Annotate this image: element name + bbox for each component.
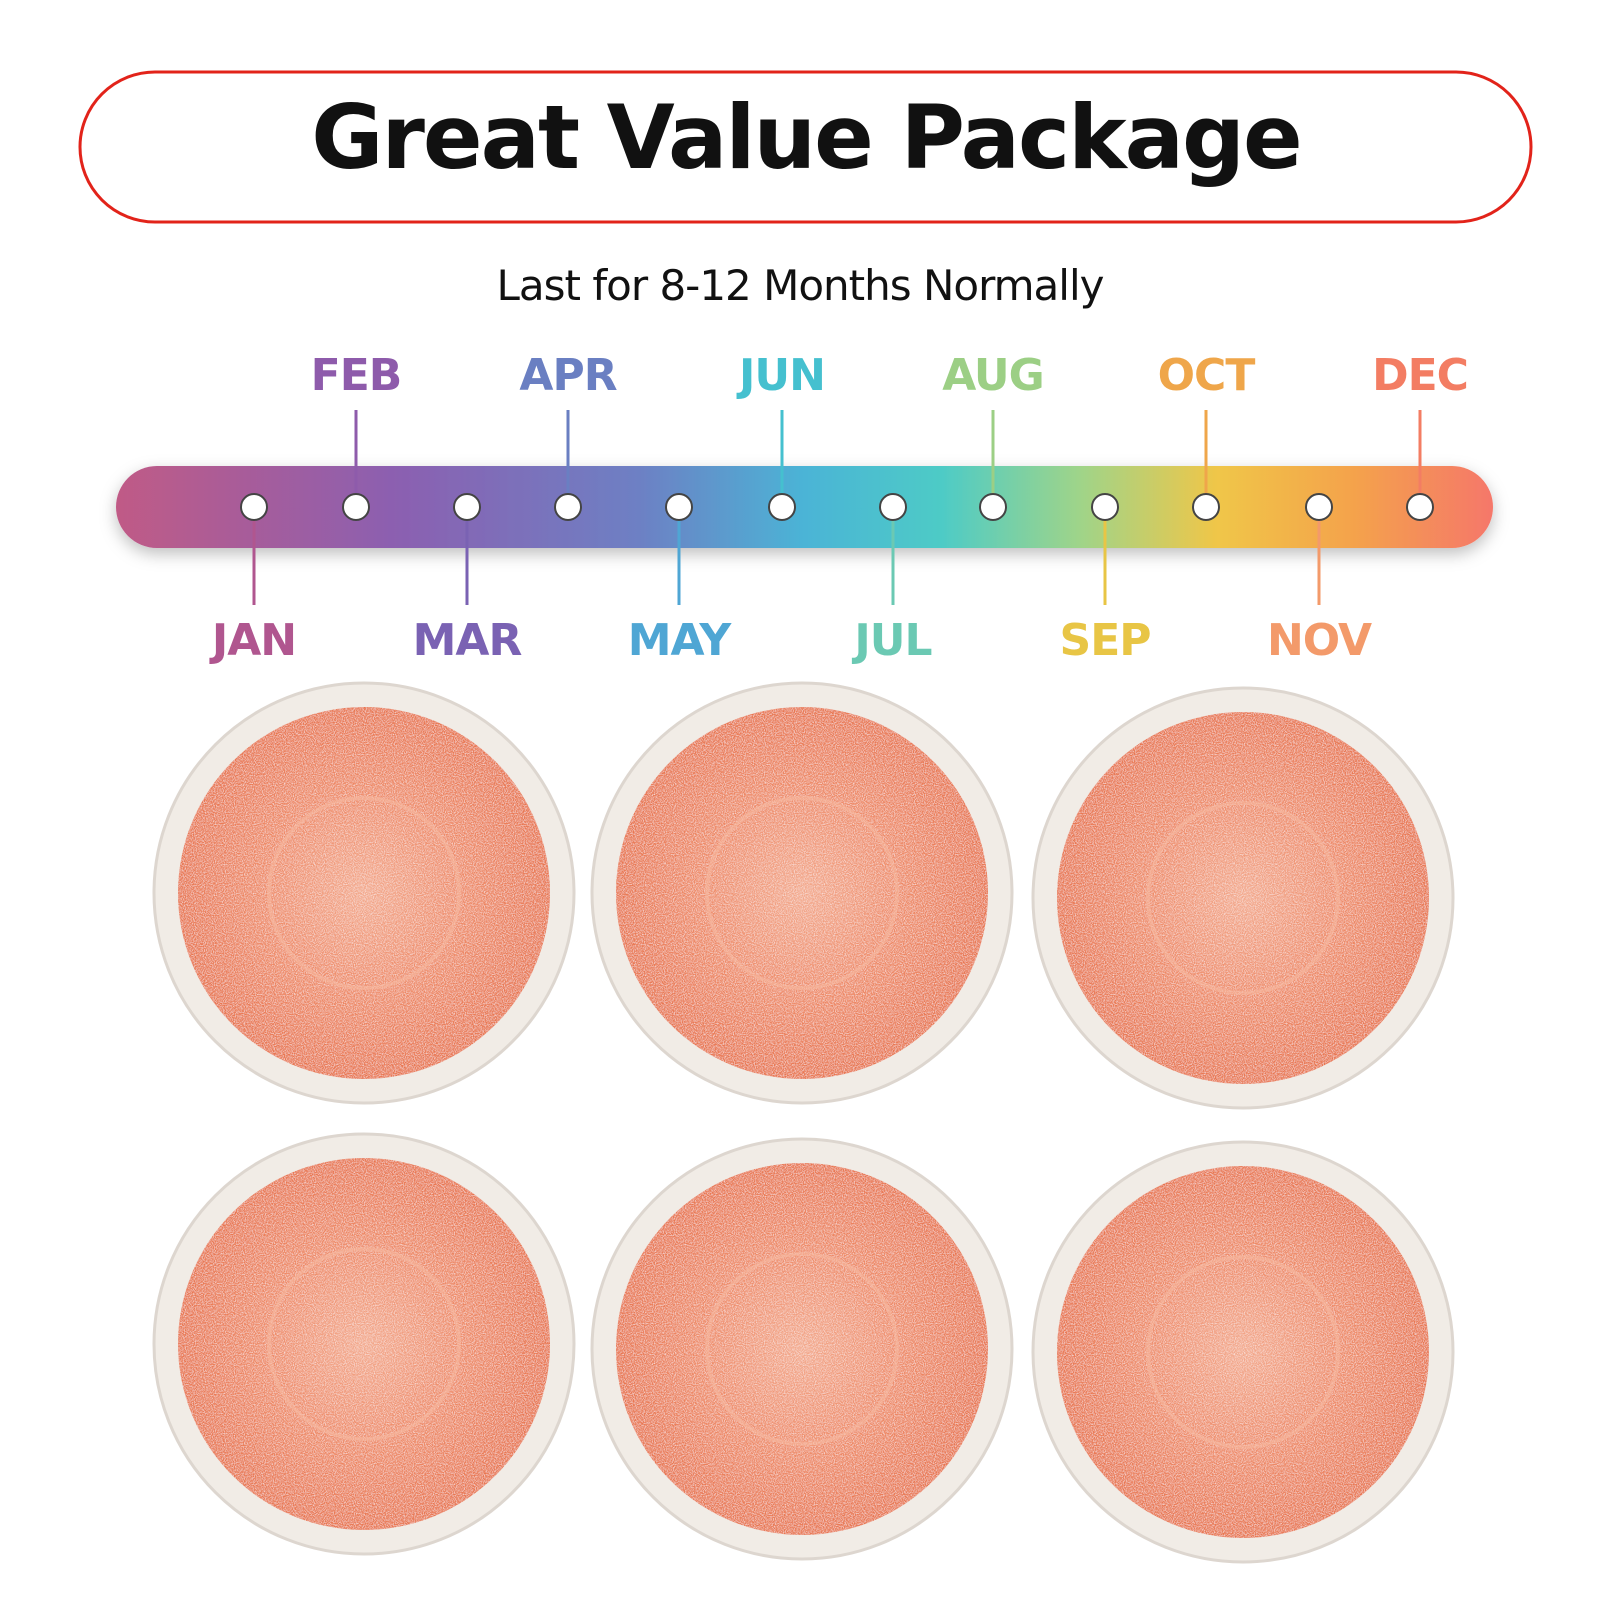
pad-face: [616, 1163, 988, 1535]
pad-ring: [267, 1247, 461, 1441]
month-label: JAN: [209, 615, 296, 666]
month-label: NOV: [1267, 615, 1372, 666]
month-dot: [665, 493, 693, 521]
title-frame: [78, 70, 1533, 224]
month-dot: [554, 493, 582, 521]
month-label: FEB: [311, 350, 402, 401]
pad-ring: [1146, 801, 1340, 995]
month-dot: [1091, 493, 1119, 521]
pad-face: [1057, 1166, 1429, 1538]
pad-face: [178, 707, 550, 1079]
pad-face: [616, 707, 988, 1079]
pad-ring: [1146, 1255, 1340, 1449]
pads: [152, 681, 1455, 1564]
timeline-bar: [116, 466, 1493, 548]
month-label: APR: [519, 350, 616, 401]
month-dot: [342, 493, 370, 521]
month-dot: [1192, 493, 1220, 521]
month-label: MAR: [413, 615, 522, 666]
month-label: JUL: [851, 615, 931, 666]
month-dot: [979, 493, 1007, 521]
subtitle: Last for 8-12 Months Normally: [497, 261, 1104, 310]
month-label: MAY: [628, 615, 733, 666]
month-dot: [1406, 493, 1434, 521]
month-dot: [768, 493, 796, 521]
month-label: AUG: [942, 350, 1044, 401]
month-label: OCT: [1158, 350, 1256, 401]
month-label: JUN: [736, 350, 825, 401]
pad-ring: [705, 796, 899, 990]
month-label: SEP: [1060, 615, 1151, 666]
pad-face: [1057, 712, 1429, 1084]
month-dot: [879, 493, 907, 521]
pad-ring: [267, 796, 461, 990]
title: Great Value Package: [311, 86, 1300, 189]
month-label: DEC: [1372, 350, 1468, 401]
month-dot: [240, 493, 268, 521]
pad-ring: [705, 1252, 899, 1446]
month-dot: [453, 493, 481, 521]
pad-face: [178, 1158, 550, 1530]
months: JAN FEB MAR APR MAY JUN JUL AUG SEP OCT NOV DEC: [209, 350, 1469, 666]
month-dot: [1305, 493, 1333, 521]
